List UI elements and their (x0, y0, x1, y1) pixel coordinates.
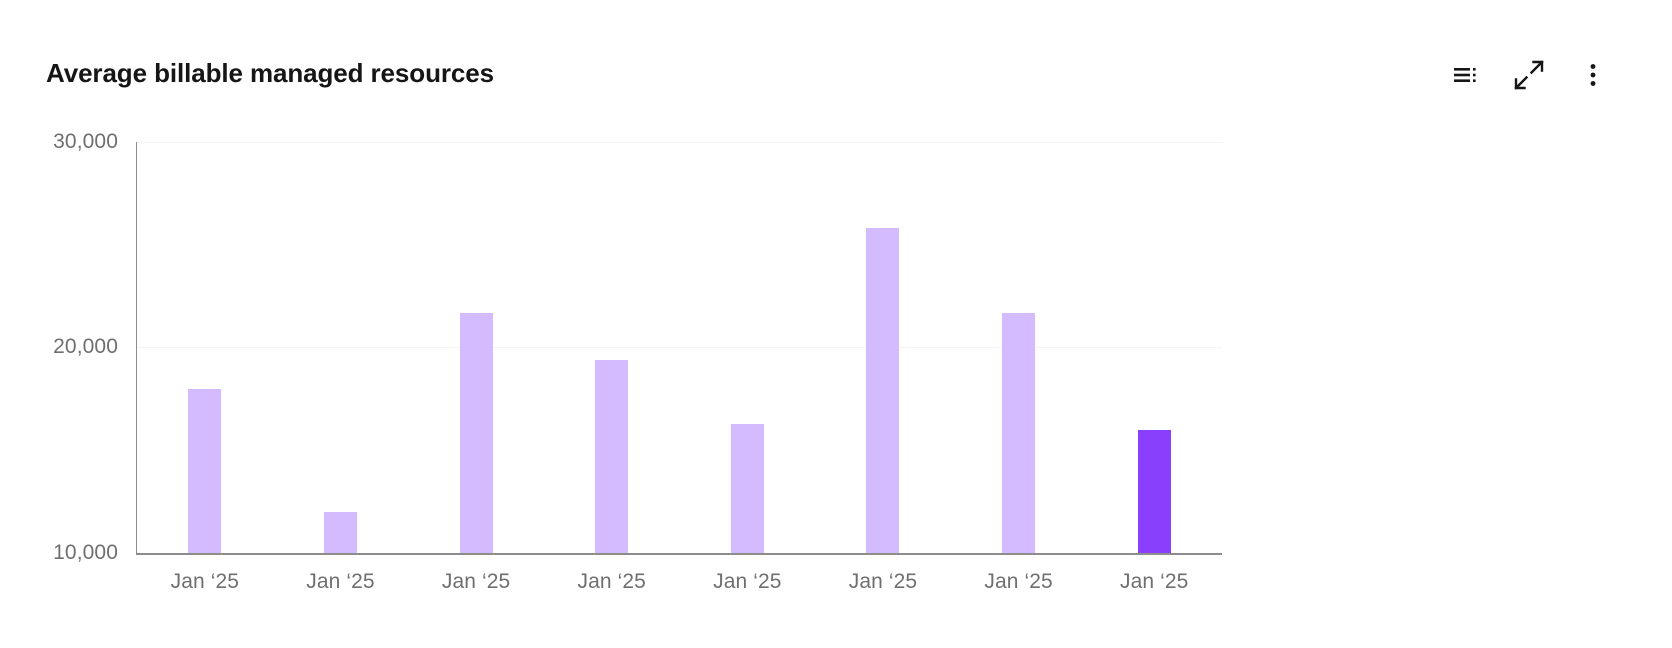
x-tick-label: Jan ‘25 (848, 570, 918, 593)
bar[interactable] (188, 388, 222, 553)
y-axis-line (136, 142, 137, 554)
bar[interactable] (459, 312, 493, 553)
y-tick-label: 30,000 (53, 130, 118, 153)
card-header: Average billable managed resources (0, 0, 1672, 120)
overflow-menu-icon (1580, 62, 1606, 88)
y-tick-label: 10,000 (53, 541, 118, 564)
x-tick-label: Jan ‘25 (170, 570, 240, 593)
bar[interactable] (595, 359, 629, 553)
expand-icon (1513, 59, 1545, 91)
expand-button[interactable] (1510, 56, 1548, 94)
bar-highlighted[interactable] (1137, 429, 1171, 553)
bar[interactable] (1002, 312, 1036, 553)
y-tick-label: 20,000 (53, 335, 118, 358)
x-tick-label: Jan ‘25 (441, 570, 511, 593)
y-axis: 30,000 20,000 10,000 (0, 0, 118, 648)
x-axis-line (136, 553, 1222, 555)
x-tick-label: Jan ‘25 (1119, 570, 1189, 593)
chart-title: Average billable managed resources (46, 58, 494, 88)
bar[interactable] (323, 511, 357, 553)
x-tick-label: Jan ‘25 (984, 570, 1053, 593)
overflow-menu-button[interactable] (1574, 56, 1612, 94)
table-view-button[interactable] (1446, 56, 1484, 94)
bar[interactable] (866, 228, 900, 553)
x-tick-label: Jan ‘25 (306, 570, 375, 593)
x-tick-label: Jan ‘25 (713, 570, 782, 593)
bar[interactable] (730, 423, 764, 553)
x-tick-label: Jan ‘25 (577, 570, 646, 593)
table-view-icon (1452, 62, 1478, 88)
gridline-top (136, 142, 1222, 143)
gridline-mid (136, 347, 1222, 348)
chart-toolbar (1446, 56, 1612, 94)
